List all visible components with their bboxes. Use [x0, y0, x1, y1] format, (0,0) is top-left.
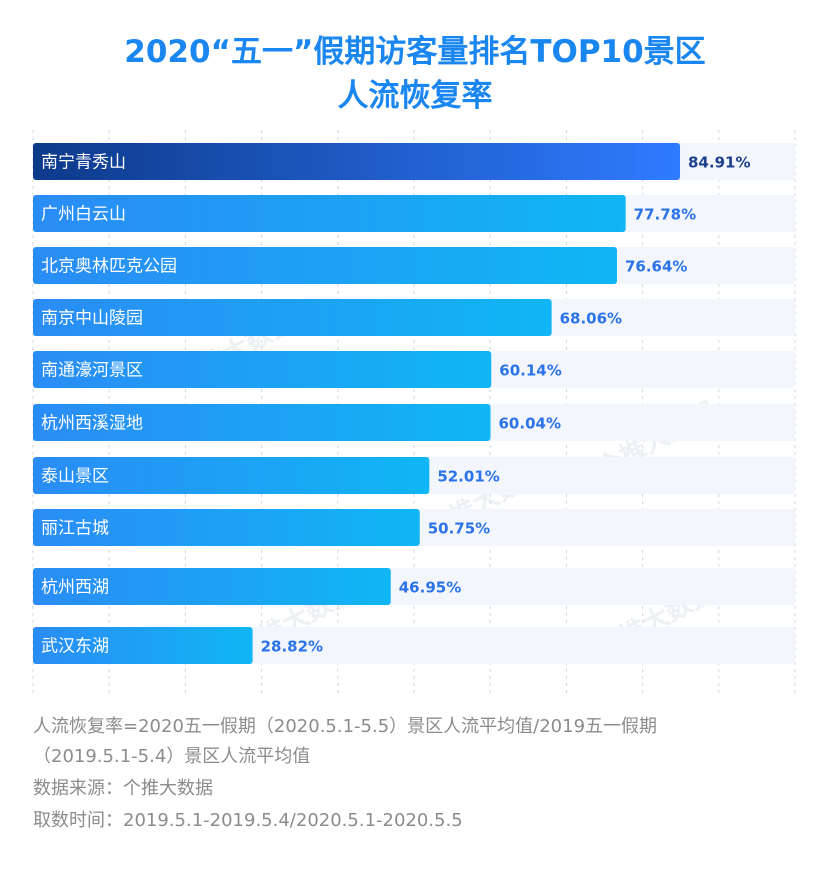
value-label: 84.91% [688, 154, 750, 172]
category-label: 丽江古城 [41, 519, 109, 539]
bar [33, 299, 552, 336]
category-label: 武汉东湖 [41, 637, 109, 657]
bar [33, 351, 492, 388]
bar [33, 509, 420, 546]
category-label: 南宁青秀山 [41, 153, 126, 173]
data-period-note: 取数时间：2019.5.1-2019.5.4/2020.5.1-2020.5.5 [33, 810, 463, 831]
footnote-definition-line-1: 人流恢复率=2020五一假期（2020.5.1-5.5）景区人流平均值/2019… [33, 716, 658, 737]
value-label: 46.95% [399, 579, 461, 597]
bar [33, 195, 626, 232]
value-label: 68.06% [560, 310, 622, 328]
chart-title-line-1: 2020“五一”假期访客量排名TOP10景区 [124, 34, 706, 70]
category-label: 南通濠河景区 [41, 361, 143, 381]
category-label: 杭州西溪湿地 [41, 414, 143, 434]
category-label: 北京奥林匹克公园 [41, 257, 177, 277]
footnote-definition-line-2: （2019.5.1-5.4）景区人流平均值 [33, 746, 311, 767]
category-label: 泰山景区 [41, 467, 109, 487]
category-label: 杭州西湖 [41, 578, 109, 598]
bar [33, 247, 617, 284]
data-source-note: 数据来源：个推大数据 [33, 778, 213, 799]
bar [33, 143, 681, 180]
value-label: 77.78% [634, 206, 696, 224]
chart-title-line-2: 人流恢复率 [337, 78, 493, 114]
value-label: 76.64% [625, 258, 687, 276]
value-label: 60.14% [499, 362, 561, 380]
bar [33, 457, 430, 494]
value-label: 28.82% [261, 638, 323, 656]
value-label: 52.01% [437, 468, 499, 486]
value-label: 50.75% [428, 520, 490, 538]
bar [33, 627, 253, 664]
category-label: 广州白云山 [41, 205, 126, 225]
category-label: 南京中山陵园 [41, 309, 143, 329]
bar [33, 404, 491, 441]
bar [33, 568, 391, 605]
value-label: 60.04% [499, 415, 561, 433]
